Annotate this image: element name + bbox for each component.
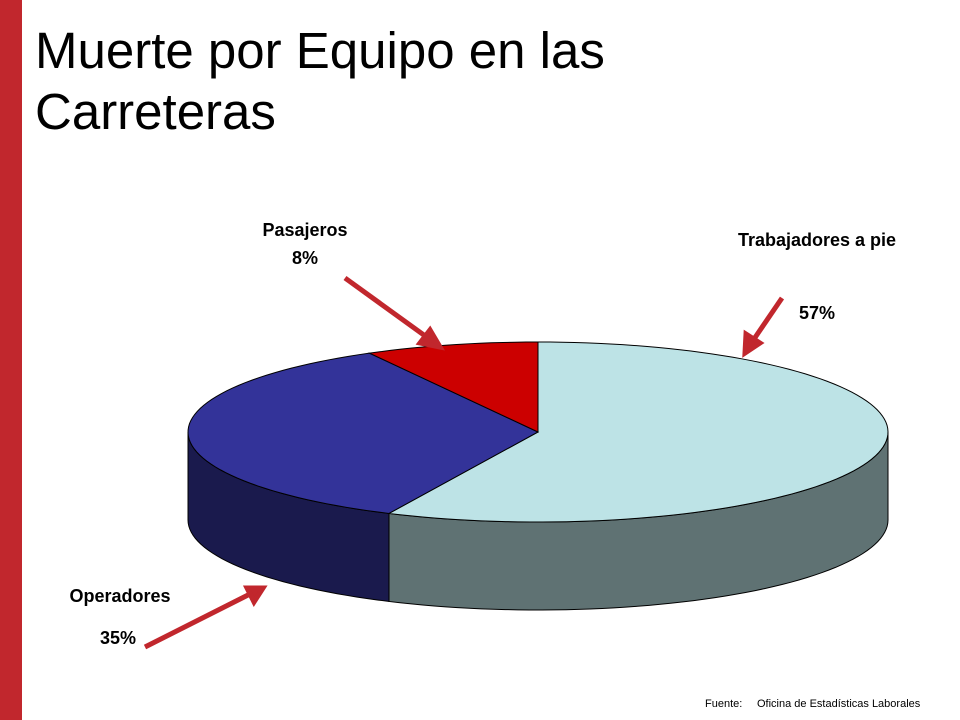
slice-label: Pasajeros bbox=[262, 220, 348, 240]
arrows bbox=[143, 275, 785, 650]
slice-label: Operadores bbox=[69, 586, 171, 606]
slice bbox=[367, 341, 539, 433]
arrow-head bbox=[242, 585, 268, 608]
arrow bbox=[143, 590, 254, 650]
arrow bbox=[749, 296, 785, 344]
value-label: 8% bbox=[291, 248, 318, 268]
slice-label: Trabajadores a pie bbox=[737, 230, 897, 250]
chart-title: Muerte por Equipo en las Carreteras bbox=[35, 22, 605, 140]
accent-bar bbox=[0, 0, 22, 720]
arrow-head bbox=[415, 325, 445, 351]
value-label: 57% bbox=[798, 303, 836, 323]
value-label: 35% bbox=[99, 628, 137, 648]
source: Oficina de Estadísticas Laborales bbox=[757, 698, 921, 710]
arrow bbox=[343, 275, 430, 341]
slice bbox=[387, 341, 889, 523]
pie bbox=[187, 341, 889, 611]
arrow-head bbox=[742, 329, 765, 358]
source-label: Fuente: bbox=[705, 698, 743, 710]
slice bbox=[187, 352, 540, 514]
